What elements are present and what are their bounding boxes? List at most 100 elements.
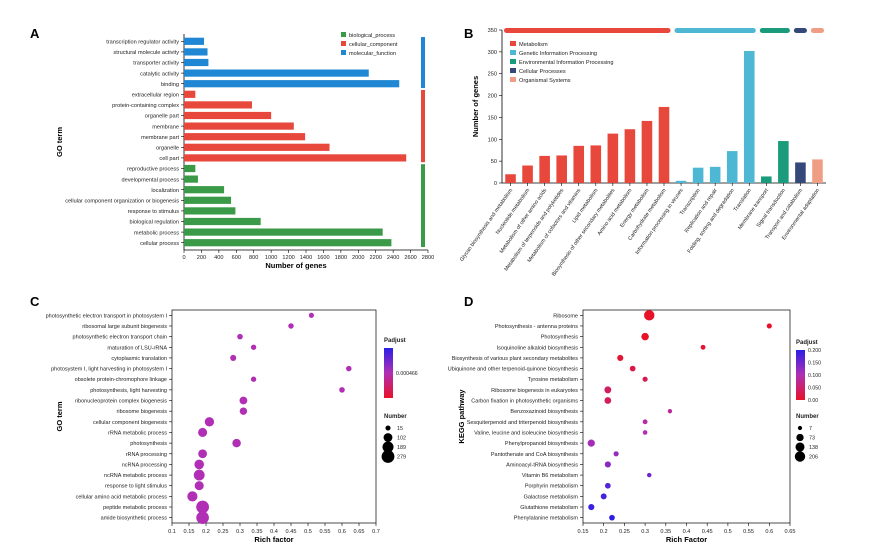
c-term-label: ribonucleoprotein complex biogenesis — [75, 399, 167, 405]
b-y-tick-label: 300 — [488, 50, 497, 56]
a-category-label: biological regulation — [130, 220, 179, 226]
a-bar — [184, 133, 306, 141]
c-point — [204, 417, 215, 427]
b-bar — [692, 167, 704, 183]
c-term-label: photosynthesis, light harvesting — [90, 388, 167, 394]
a-x-tick-label: 800 — [249, 255, 258, 261]
d-x-tick-label: 0.4 — [683, 529, 691, 535]
a-bar — [184, 90, 196, 98]
b-bar — [743, 50, 755, 184]
d-size-legend-label: 138 — [809, 445, 818, 451]
d-point — [642, 430, 648, 435]
d-term-label: Phenylalanine metabolism — [514, 516, 579, 522]
b-group-header-bar — [810, 28, 824, 33]
d-point — [629, 365, 636, 372]
b-bar — [778, 141, 789, 183]
c-term-label: peptide metabolic process — [103, 505, 167, 511]
c-x-tick-label: 0.4 — [270, 529, 278, 535]
b-group-header-bar — [759, 28, 790, 33]
d-plot-frame — [582, 309, 791, 524]
d-term-label: Ribosome — [553, 313, 578, 319]
c-size-legend-dot — [382, 441, 394, 453]
d-point — [613, 451, 619, 457]
c-color-bar — [384, 348, 393, 398]
d-x-tick-label: 0.15 — [578, 529, 589, 535]
b-bar — [812, 159, 823, 183]
a-bar — [184, 48, 208, 56]
b-category-label: Biosynthesis of other secondary metaboli… — [551, 187, 617, 277]
c-size-legend-dot — [385, 425, 391, 431]
a-bar — [184, 196, 232, 204]
c-term-label: photosynthetic electron transport in pho… — [46, 313, 168, 319]
d-x-tick-label: 0.55 — [743, 529, 754, 535]
a-bar — [184, 228, 383, 236]
b-legend-swatch — [510, 77, 516, 82]
d-size-legend-label: 7 — [809, 426, 812, 432]
a-category-label: organelle — [156, 146, 179, 152]
panel-d-kegg-bubble-chart: Ribosome Photosynthesis - antenna protein… — [448, 309, 821, 544]
panel-a-go-bar-chart: transcription regulator activity structur… — [55, 32, 434, 270]
d-size-legend-title: Number — [796, 414, 819, 420]
c-point — [239, 396, 248, 405]
b-bar — [607, 133, 619, 183]
c-term-label: photosystem I, light harvesting in photo… — [51, 367, 167, 373]
d-point — [644, 310, 655, 321]
d-point — [617, 354, 624, 361]
d-x-tick-label: 0.35 — [660, 529, 671, 535]
a-category-label: cellular component organization or bioge… — [65, 199, 179, 205]
a-legend-swatch — [341, 50, 346, 55]
c-x-tick-label: 0.7 — [372, 529, 380, 535]
b-bar — [641, 120, 653, 183]
c-x-tick-label: 0.5 — [304, 529, 312, 535]
a-category-label: cell part — [159, 156, 179, 162]
d-point — [609, 514, 615, 521]
b-legend-swatch — [510, 59, 516, 64]
b-bar — [624, 129, 636, 183]
d-point — [700, 344, 706, 350]
d-point — [604, 397, 612, 404]
c-size-legend-label: 15 — [397, 426, 403, 432]
a-legend-swatch — [341, 41, 346, 46]
a-category-label: response to stimulus — [128, 209, 180, 215]
a-legend-label: molecular_function — [349, 51, 396, 57]
a-x-axis-title: Number of genes — [265, 261, 326, 270]
b-y-tick-label: 100 — [488, 137, 497, 143]
c-color-tick-label: 0.000466 — [396, 371, 418, 377]
a-legend-label: biological_process — [349, 33, 395, 39]
c-plot-frame — [171, 309, 377, 524]
d-point — [588, 503, 595, 511]
a-bar — [184, 217, 261, 226]
a-group-bar — [421, 164, 425, 247]
d-size-legend-label: 73 — [809, 436, 815, 442]
a-group-bar — [421, 90, 425, 163]
c-point — [250, 376, 257, 382]
d-term-label: Photosynthesis — [541, 335, 579, 341]
c-x-tick-label: 0.55 — [320, 529, 331, 535]
c-size-legend-title: Number — [384, 414, 407, 420]
c-term-label: photosynthesis — [130, 441, 167, 447]
a-category-label: extracellular region — [132, 93, 179, 99]
b-bar — [795, 162, 806, 183]
c-size-legend-label: 189 — [397, 445, 406, 451]
a-bar — [184, 239, 392, 247]
c-term-label: rRNA metabolic process — [108, 430, 167, 436]
c-point — [288, 323, 294, 329]
d-size-legend-dot — [795, 442, 805, 452]
b-y-tick-label: 200 — [488, 94, 497, 100]
a-x-tick-label: 2400 — [387, 255, 399, 261]
d-point — [642, 376, 648, 382]
a-bar — [184, 37, 205, 45]
c-x-tick-label: 0.2 — [202, 529, 210, 535]
b-legend-swatch — [510, 50, 516, 55]
a-category-label: membrane part — [141, 135, 179, 141]
a-x-tick-label: 1600 — [317, 255, 329, 261]
c-x-tick-label: 0.15 — [184, 529, 195, 535]
a-bar — [184, 80, 400, 88]
c-x-tick-label: 0.1 — [168, 529, 176, 535]
d-term-label: Glutathione metabolism — [520, 505, 578, 511]
b-y-tick-label: 150 — [488, 115, 497, 121]
b-group-header-bar — [504, 28, 671, 33]
c-term-label: amide biosynthetic process — [101, 516, 168, 522]
d-term-label: Galactose metabolism — [524, 494, 579, 500]
b-legend-label: Cellular Processes — [519, 69, 566, 75]
